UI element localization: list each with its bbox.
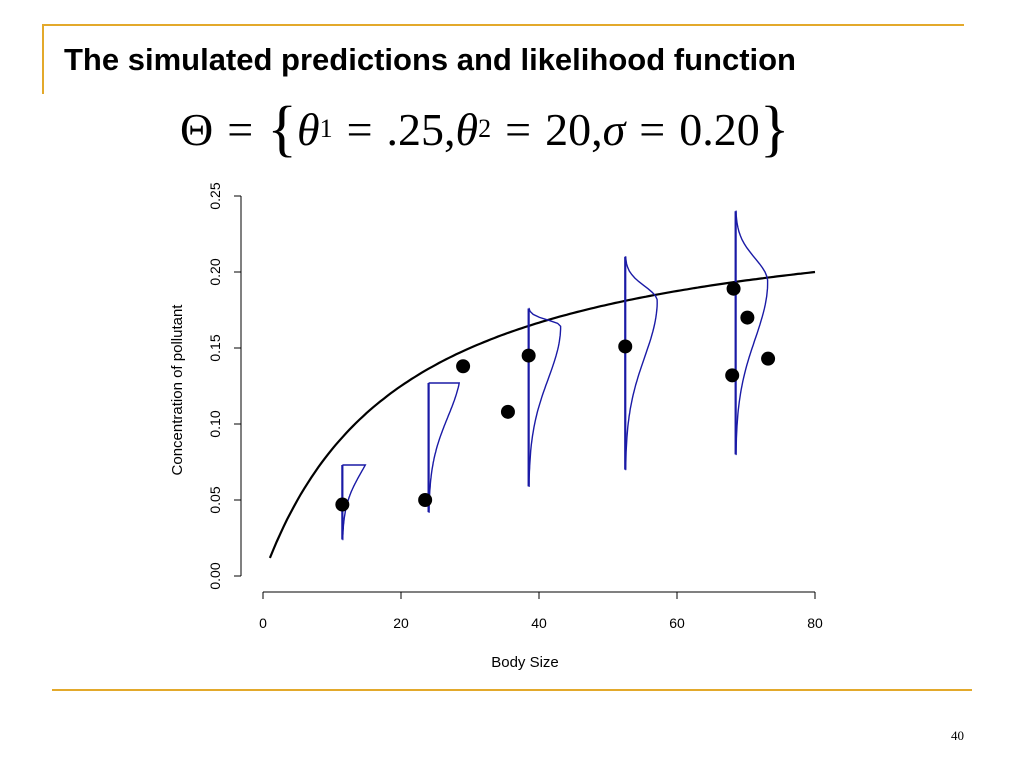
formula-value-1: .25, <box>386 103 456 155</box>
y-tick-label: 0.15 <box>207 334 223 361</box>
left-rule <box>42 24 44 94</box>
predictive-density <box>735 210 769 456</box>
data-point <box>456 359 471 374</box>
formula-sigma: σ <box>602 103 626 155</box>
y-tick-label: 0.25 <box>207 182 223 209</box>
formula-equals: = <box>639 103 666 155</box>
predictive-density <box>624 256 658 471</box>
data-point <box>761 351 776 366</box>
data-point <box>335 497 350 512</box>
formula-value-3: 0.20 <box>679 103 760 155</box>
formula-theta-capital: Θ <box>180 103 214 155</box>
data-point <box>726 281 741 296</box>
formula-open-brace: { <box>267 95 297 163</box>
formula-close-brace: } <box>759 95 790 163</box>
data-point <box>500 404 515 419</box>
slide-title: The simulated predictions and likelihood… <box>64 42 796 77</box>
predictive-density <box>428 382 461 513</box>
y-tick-label: 0.00 <box>207 562 223 589</box>
x-tick-label: 40 <box>531 615 547 631</box>
formula-value-2: 20, <box>545 103 603 155</box>
y-tick-label: 0.20 <box>207 258 223 285</box>
formula-theta-2: θ <box>455 103 479 155</box>
x-tick-label: 20 <box>393 615 409 631</box>
predictive-density <box>528 307 562 487</box>
data-point <box>618 339 633 354</box>
data-point <box>418 493 433 507</box>
formula-equals: = <box>227 103 254 155</box>
y-tick-label: 0.10 <box>207 410 223 437</box>
data-point <box>740 310 755 325</box>
x-tick-label: 0 <box>259 615 267 631</box>
y-axis-label: Concentration of pollutant <box>169 304 186 476</box>
formula-sub-1: 1 <box>319 114 333 143</box>
y-tick-label: 0.05 <box>207 486 223 513</box>
formula-sub-2: 2 <box>478 114 492 143</box>
formula-theta-1: θ <box>296 103 320 155</box>
page-number: 40 <box>951 728 964 743</box>
bottom-rule <box>52 689 972 691</box>
x-tick-label: 80 <box>807 615 823 631</box>
prediction-curve <box>268 270 816 559</box>
data-point <box>521 348 536 363</box>
top-rule <box>42 24 964 26</box>
x-axis-label: Body Size <box>491 654 559 671</box>
formula-equals: = <box>346 103 373 155</box>
x-tick-label: 60 <box>669 615 685 631</box>
data-point <box>725 368 740 383</box>
formula-equals: = <box>505 103 532 155</box>
